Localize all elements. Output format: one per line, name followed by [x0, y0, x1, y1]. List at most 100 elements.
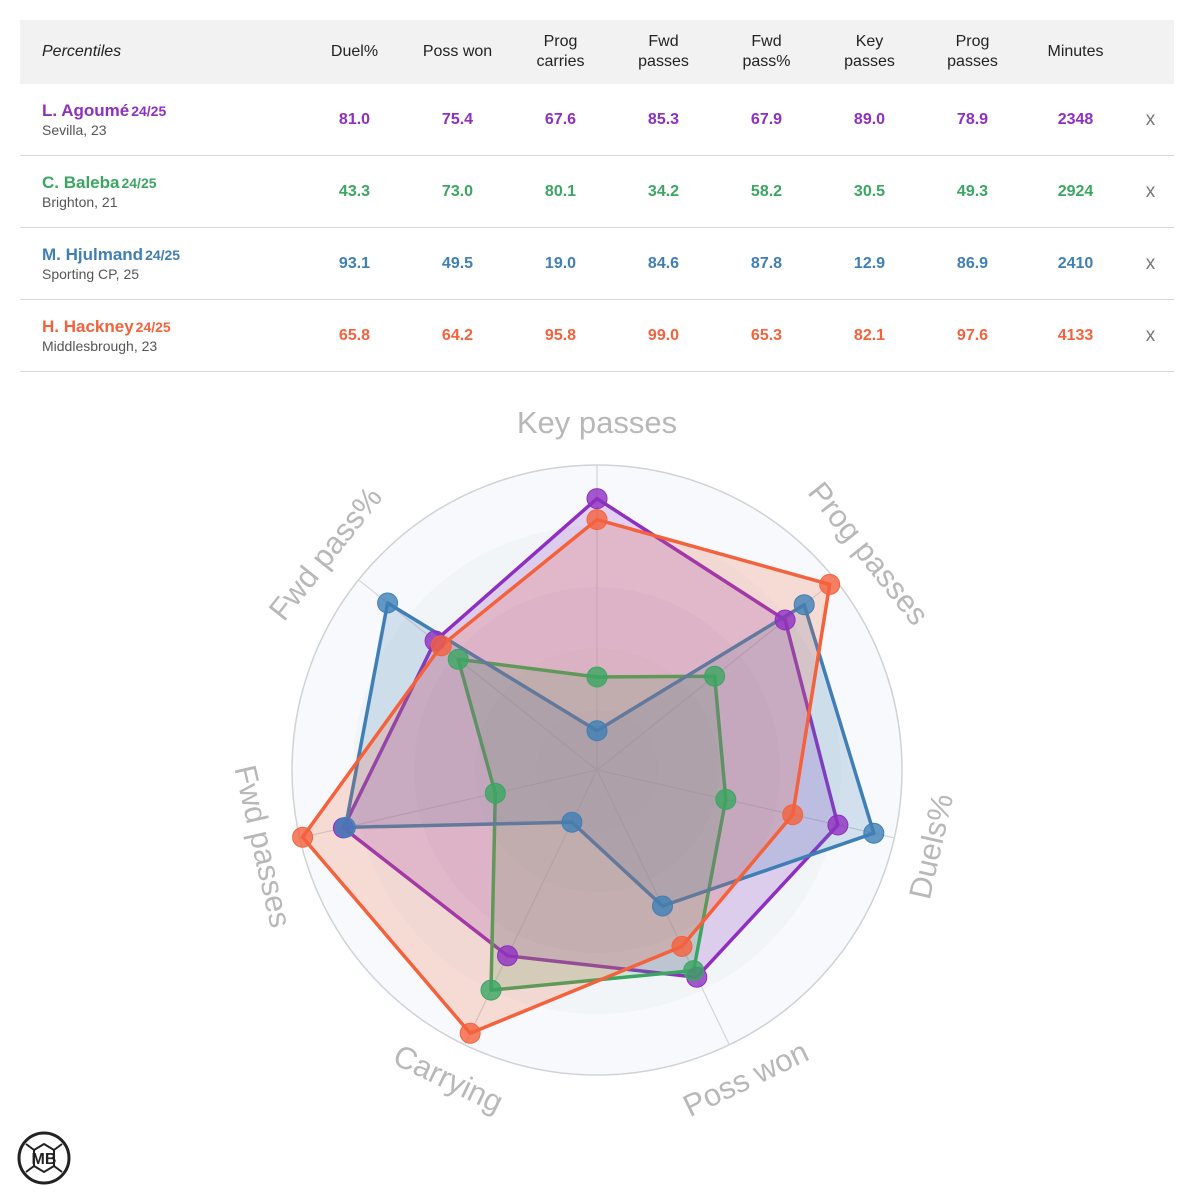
player-cell: H. Hackney 24/25 Middlesbrough, 23 [20, 299, 303, 372]
radar-point[interactable] [586, 488, 608, 510]
stat-cell: 75.4 [406, 84, 509, 156]
header-key-passes-label: Key passes [844, 33, 895, 70]
table-row: M. Hjulmand 24/25 Sporting CP, 25 93.1 49.5 1… [20, 227, 1174, 300]
player-club: Middlesbrough, 23 [42, 338, 158, 354]
radar-point[interactable] [586, 509, 608, 531]
stat-cell: 82.1 [818, 299, 921, 372]
mb-logo: MB [17, 1131, 71, 1185]
header-poss-won[interactable]: Poss won [422, 43, 493, 60]
player-club: Brighton, 21 [42, 194, 118, 210]
stat-cell: 87.8 [715, 227, 818, 300]
stat-cell: 64.2 [406, 299, 509, 372]
radar-point[interactable] [561, 811, 583, 833]
header-duel-pct[interactable]: Duel% [330, 43, 379, 60]
radar-point[interactable] [334, 816, 356, 838]
header-fwd-pass-pct-label: Fwd pass% [742, 33, 791, 70]
player-club: Sporting CP, 25 [42, 266, 140, 282]
stat-cell: 67.9 [715, 84, 818, 156]
table-header-row: Percentiles Duel% Poss won Prog carries … [20, 20, 1174, 84]
player-club: Sevilla, 23 [42, 122, 107, 138]
remove-player-button[interactable]: x [1127, 227, 1174, 300]
stat-cell: 34.2 [612, 155, 715, 228]
radar-point[interactable] [704, 665, 726, 687]
player-name[interactable]: M. Hjulmand [42, 245, 144, 264]
player-cell: C. Baleba 24/25 Brighton, 21 [20, 155, 303, 228]
radar-point[interactable] [819, 573, 841, 595]
radar-point[interactable] [863, 822, 885, 844]
radar-series-area [343, 601, 876, 908]
stat-cell: 95.8 [509, 299, 612, 372]
table-row: C. Baleba 24/25 Brighton, 21 43.3 73.0 80.1 34… [20, 155, 1174, 228]
table-row: H. Hackney 24/25 Middlesbrough, 23 65.8 64.2… [20, 299, 1174, 372]
radar-point[interactable] [715, 788, 737, 810]
radar-point[interactable] [430, 635, 452, 657]
radar-point[interactable] [683, 960, 705, 982]
player-name[interactable]: L. Agoumé [42, 101, 130, 120]
stat-cell: 99.0 [612, 299, 715, 372]
stat-cell: 30.5 [818, 155, 921, 228]
stat-cell: 65.8 [303, 299, 406, 372]
logo-text: MB [32, 1151, 57, 1168]
player-title: M. Hjulmand 24/25 [42, 245, 303, 265]
radar-point[interactable] [459, 1022, 481, 1044]
header-remove [1127, 20, 1174, 84]
header-prog-carries[interactable]: Prog carries [509, 20, 612, 84]
player-season: 24/25 [135, 319, 171, 335]
table-row: L. Agoumé 24/25 Sevilla, 23 81.0 75.4 67.6 85.… [20, 84, 1174, 156]
remove-player-button[interactable]: x [1127, 84, 1174, 156]
player-season: 24/25 [145, 247, 181, 263]
stat-cell: 93.1 [303, 227, 406, 300]
radar-point[interactable] [447, 648, 469, 670]
stat-cell: 4133 [1024, 299, 1127, 372]
stat-cell: 78.9 [921, 84, 1024, 156]
stat-cell: 2348 [1024, 84, 1127, 156]
radar-point[interactable] [497, 945, 518, 967]
player-name[interactable]: C. Baleba [42, 173, 120, 192]
header-prog-carries-label: Prog carries [536, 33, 585, 70]
radar-point[interactable] [586, 720, 608, 742]
stat-cell: 85.3 [612, 84, 715, 156]
player-title: L. Agoumé 24/25 [42, 101, 303, 121]
radar-axis-label: Key passes [517, 405, 677, 440]
stat-cell: 97.6 [921, 299, 1024, 372]
radar-point[interactable] [484, 782, 506, 804]
radar-point[interactable] [782, 804, 804, 826]
stat-cell: 49.3 [921, 155, 1024, 228]
stat-cell: 12.9 [818, 227, 921, 300]
radar-point[interactable] [774, 609, 796, 631]
radar-point[interactable] [671, 935, 693, 957]
radar-point[interactable] [793, 594, 815, 616]
stat-cell: 58.2 [715, 155, 818, 228]
header-key-passes[interactable]: Key passes [818, 20, 921, 84]
header-prog-passes[interactable]: Prog passes [921, 20, 1024, 84]
player-season: 24/25 [131, 103, 167, 119]
radar-point[interactable] [292, 826, 314, 848]
radar-point[interactable] [652, 895, 673, 917]
header-fwd-passes-label: Fwd passes [638, 33, 689, 70]
stat-cell: 2924 [1024, 155, 1127, 228]
radar-point[interactable] [827, 814, 849, 836]
player-cell: M. Hjulmand 24/25 Sporting CP, 25 [20, 227, 303, 300]
stat-cell: 43.3 [303, 155, 406, 228]
header-prog-passes-label: Prog passes [947, 33, 998, 70]
player-name[interactable]: H. Hackney [42, 317, 134, 336]
header-fwd-pass-pct[interactable]: Fwd pass% [715, 20, 818, 84]
stat-cell: 19.0 [509, 227, 612, 300]
remove-player-button[interactable]: x [1127, 155, 1174, 228]
stat-cell: 49.5 [406, 227, 509, 300]
remove-player-button[interactable]: x [1127, 299, 1174, 372]
radar-point[interactable] [586, 666, 608, 688]
radar-point[interactable] [480, 979, 502, 1001]
header-minutes[interactable]: Minutes [1047, 43, 1104, 60]
stat-cell: 80.1 [509, 155, 612, 228]
stat-cell: 67.6 [509, 84, 612, 156]
player-title: C. Baleba 24/25 [42, 173, 303, 193]
radar-point[interactable] [377, 592, 399, 614]
player-cell: L. Agoumé 24/25 Sevilla, 23 [20, 84, 303, 156]
percentile-table: Percentiles Duel% Poss won Prog carries … [20, 20, 1174, 372]
header-percentiles: Percentiles [42, 43, 122, 60]
player-title: H. Hackney 24/25 [42, 317, 303, 337]
stat-cell: 73.0 [406, 155, 509, 228]
header-fwd-passes[interactable]: Fwd passes [612, 20, 715, 84]
